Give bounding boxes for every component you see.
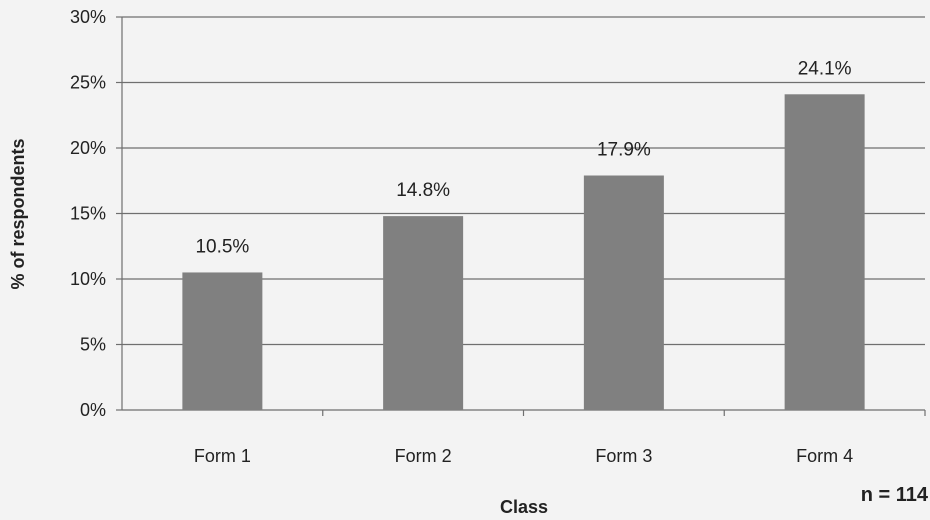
bar (383, 216, 464, 410)
x-tick-label: Form 2 (395, 446, 452, 466)
y-tick-label: 25% (70, 73, 106, 93)
bar (583, 175, 664, 410)
data-label: 10.5% (195, 236, 249, 257)
y-tick-label: 20% (70, 138, 106, 158)
bar (784, 94, 865, 410)
x-tick-label: Form 1 (194, 446, 251, 466)
labels: 0% 5% 10% 15% 20% 25% 30% Form 1 10.5% Form 2 14.8… (70, 7, 853, 466)
y-tick-label: 5% (80, 335, 106, 355)
bar (182, 272, 263, 410)
y-tick-label: 30% (70, 7, 106, 27)
data-label: 24.1% (798, 58, 852, 79)
y-axis-title: % of respondents (8, 138, 28, 289)
x-tick-label: Form 3 (595, 446, 652, 466)
data-label: 14.8% (396, 180, 450, 201)
x-tick-label: Form 4 (796, 446, 853, 466)
sample-size-note: n = 114 (861, 484, 929, 506)
x-axis-title: Class (500, 497, 548, 517)
bars (182, 94, 865, 410)
data-label: 17.9% (597, 140, 651, 161)
y-tick-label: 15% (70, 204, 106, 224)
y-tick-label: 10% (70, 269, 106, 289)
y-tick-label: 0% (80, 400, 106, 420)
